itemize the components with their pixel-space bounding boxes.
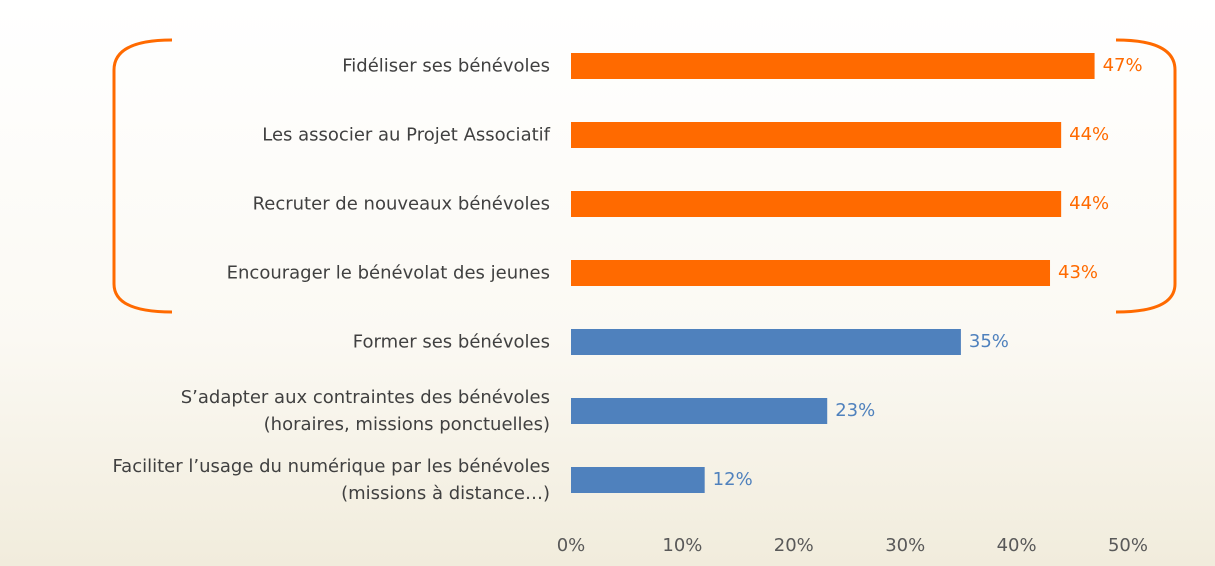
x-tick-label: 0%: [557, 535, 586, 556]
x-tick-label: 50%: [1108, 535, 1148, 556]
category-label: Les associer au Projet Associatif: [262, 124, 550, 146]
bar: [571, 329, 961, 355]
value-label: 47%: [1103, 55, 1143, 76]
value-label: 23%: [835, 400, 875, 421]
category-label: Former ses bénévoles: [352, 331, 550, 353]
bar: [571, 398, 828, 424]
value-label: 44%: [1069, 124, 1109, 145]
left-bracket: [112, 38, 173, 314]
value-label: 35%: [969, 331, 1009, 352]
x-tick-label: 30%: [885, 535, 925, 556]
category-label: Fidéliser ses bénévoles: [342, 55, 550, 77]
value-label: 44%: [1069, 193, 1109, 214]
x-tick-label: 40%: [997, 535, 1037, 556]
value-label: 12%: [713, 469, 753, 490]
x-tick-label: 10%: [662, 535, 702, 556]
bar: [571, 260, 1051, 286]
x-tick-label: 20%: [774, 535, 814, 556]
category-label: Encourager le bénévolat des jeunes: [226, 262, 550, 284]
category-label: S’adapter aux contraintes des bénévoles …: [180, 387, 550, 435]
bar: [571, 53, 1095, 79]
category-label: Recruter de nouveaux bénévoles: [252, 193, 550, 215]
right-bracket: [1115, 38, 1177, 314]
category-label: Faciliter l’usage du numérique par les b…: [112, 456, 550, 504]
bar: [571, 122, 1062, 148]
bar: [571, 467, 705, 493]
bar: [571, 191, 1062, 217]
value-label: 43%: [1058, 262, 1098, 283]
